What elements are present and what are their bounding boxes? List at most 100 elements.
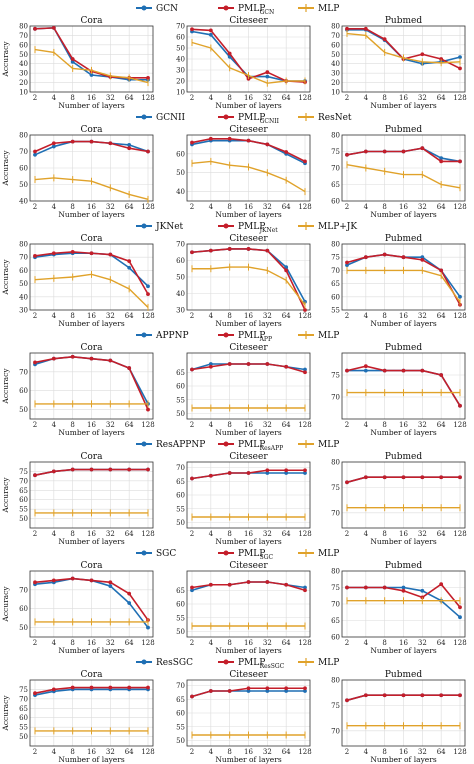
x-tick-label: 4	[52, 94, 57, 102]
y-tick-label: 80	[331, 677, 340, 685]
panel-title-pubmed: Pubmed	[385, 452, 422, 462]
data-point	[146, 75, 150, 80]
data-point	[458, 475, 462, 480]
x-tick-label: 32	[263, 748, 272, 756]
data-point	[265, 74, 270, 79]
x-tick-label: 16	[244, 639, 253, 647]
x-tick-label: 8	[382, 203, 386, 211]
data-point	[108, 358, 113, 363]
y-tick-label: 10	[176, 89, 185, 97]
y-tick-label: 50	[176, 410, 185, 418]
data-point	[89, 356, 94, 361]
panel-frame	[341, 570, 466, 638]
data-point	[363, 585, 368, 590]
data-point	[33, 473, 37, 478]
x-axis-label: Number of layers	[215, 428, 282, 437]
y-tick-label: 50	[19, 515, 28, 523]
legend-label-3: MLP	[318, 549, 339, 559]
panel-title-citeseer: Citeseer	[229, 670, 268, 680]
data-point	[33, 253, 37, 258]
data-point	[401, 588, 406, 593]
legend-sublabel-2: ResSGC	[260, 663, 285, 670]
legend-marker-2	[223, 332, 229, 338]
x-tick-label: 2	[190, 639, 194, 647]
x-tick-label: 64	[282, 421, 291, 429]
x-tick-label: 16	[399, 312, 408, 320]
y-tick-label: 65	[19, 487, 28, 495]
x-tick-label: 4	[52, 748, 57, 756]
y-tick-label: 70	[19, 586, 28, 594]
data-point	[439, 268, 444, 273]
y-tick-label: 20	[19, 79, 28, 87]
x-tick-label: 8	[70, 639, 74, 647]
x-tick-label: 2	[33, 312, 37, 320]
legend-label-2: PMLP	[238, 658, 265, 668]
legend-label-1: APPNP	[155, 331, 189, 341]
x-tick-label: 16	[87, 530, 96, 538]
x-tick-label: 128	[141, 639, 154, 647]
y-tick-label: 30	[176, 307, 185, 315]
x-tick-label: 32	[418, 421, 427, 429]
data-point	[303, 468, 307, 473]
x-tick-label: 16	[399, 421, 408, 429]
y-tick-label: 50	[176, 737, 185, 745]
data-point	[420, 52, 425, 57]
x-tick-label: 4	[209, 748, 214, 756]
panel-title-cora: Cora	[81, 234, 104, 244]
x-tick-label: 4	[209, 530, 214, 538]
panel-title-citeseer: Citeseer	[229, 561, 268, 571]
x-axis-label: Number of layers	[215, 101, 282, 110]
x-tick-label: 2	[190, 748, 194, 756]
data-point	[458, 66, 462, 71]
x-axis-label: Number of layers	[215, 755, 282, 764]
data-point	[303, 367, 307, 372]
y-tick-label: 60	[331, 293, 340, 301]
panel-frame	[29, 679, 154, 747]
legend-label-2: PMLP	[238, 331, 265, 341]
data-point	[127, 467, 132, 472]
x-tick-label: 8	[382, 639, 386, 647]
data-point	[420, 475, 425, 480]
y-tick-label: 70	[176, 464, 185, 472]
x-tick-label: 64	[437, 530, 446, 538]
data-point	[265, 686, 270, 691]
y-tick-label: 50	[176, 274, 185, 282]
data-point	[70, 576, 75, 581]
data-point	[33, 580, 37, 585]
data-point	[127, 366, 132, 370]
x-tick-label: 32	[106, 530, 115, 538]
panel-title-pubmed: Pubmed	[385, 343, 422, 353]
y-tick-label: 60	[331, 634, 340, 642]
x-tick-label: 32	[263, 312, 272, 320]
x-tick-label: 2	[345, 530, 349, 538]
data-point	[208, 32, 213, 37]
data-point	[190, 27, 194, 32]
data-point	[458, 55, 462, 60]
data-point	[227, 51, 232, 56]
x-tick-label: 8	[382, 530, 386, 538]
x-tick-label: 2	[33, 94, 37, 102]
data-point	[382, 693, 387, 698]
x-tick-label: 128	[298, 421, 311, 429]
data-point	[265, 70, 270, 75]
x-axis-label: Number of layers	[58, 646, 125, 655]
y-tick-label: 55	[19, 724, 28, 732]
x-tick-label: 4	[209, 421, 214, 429]
x-tick-label: 32	[263, 530, 272, 538]
x-tick-label: 4	[209, 312, 214, 320]
y-tick-label: 70	[331, 267, 340, 275]
legend-sublabel-2: GCN	[260, 9, 275, 16]
data-point	[246, 471, 251, 475]
y-axis-label: Accuracy	[1, 150, 10, 187]
data-point	[420, 588, 425, 593]
legend-label-2: PMLP	[238, 113, 265, 123]
data-point	[127, 143, 132, 147]
y-tick-label: 60	[19, 41, 28, 49]
x-tick-label: 2	[345, 421, 349, 429]
data-point	[401, 475, 406, 480]
data-point	[127, 265, 132, 270]
data-point	[51, 251, 56, 256]
data-point	[284, 150, 289, 154]
